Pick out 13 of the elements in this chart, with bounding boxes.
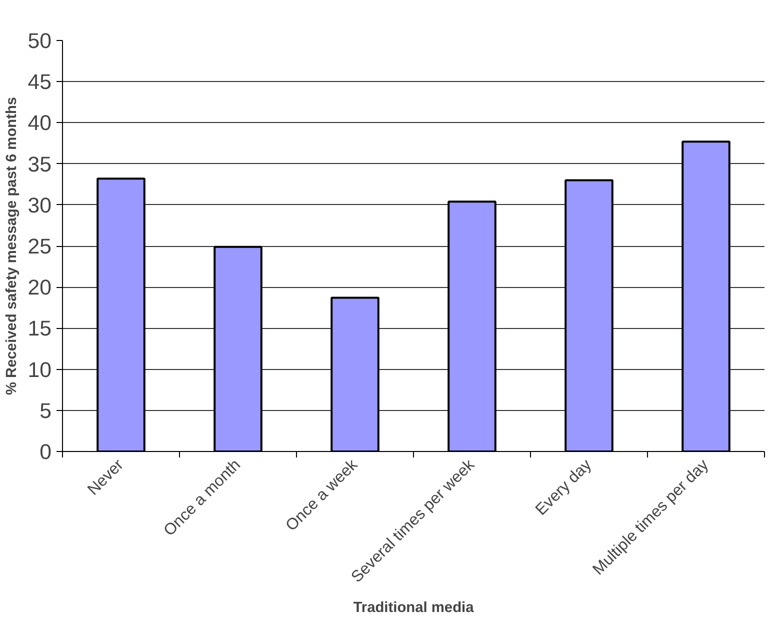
x-axis-title: Traditional media — [353, 600, 475, 616]
y-tick-label: 25 — [28, 234, 52, 258]
y-tick-label: 10 — [28, 358, 52, 382]
y-tick-label: 20 — [28, 276, 52, 300]
y-tick-label: 45 — [28, 70, 52, 94]
y-tick-label: 0 — [40, 440, 52, 464]
y-axis-title: % Received safety message past 6 months — [4, 96, 20, 396]
y-tick-label: 35 — [28, 152, 52, 176]
y-tick-label: 40 — [28, 111, 52, 136]
y-tick-label: 15 — [28, 316, 52, 341]
y-tick-label: 30 — [28, 193, 52, 218]
y-tick-label: 5 — [40, 398, 52, 423]
y-tick-label: 50 — [28, 29, 52, 53]
